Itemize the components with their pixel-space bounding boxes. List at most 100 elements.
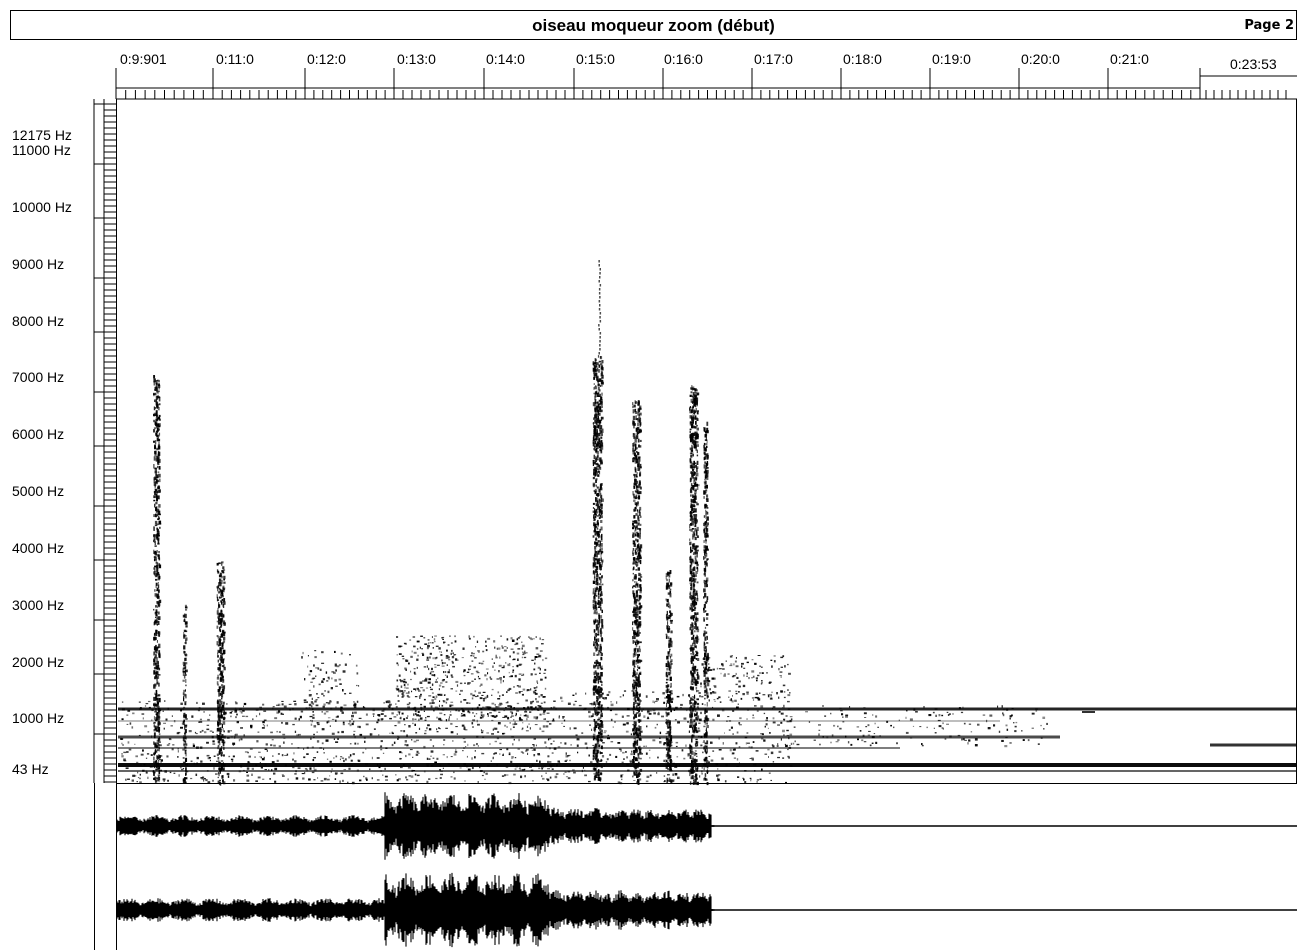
- energy-speckle: [311, 705, 313, 708]
- energy-speckle: [308, 707, 311, 709]
- syllable-streak: [595, 504, 597, 507]
- energy-speckle: [159, 744, 162, 747]
- energy-speckle: [503, 710, 506, 712]
- energy-speckle: [612, 726, 614, 728]
- syllable-streak: [185, 736, 187, 740]
- syllable-streak: [155, 690, 158, 695]
- energy-speckle: [610, 701, 612, 703]
- waveform-panel[interactable]: [116, 783, 1297, 950]
- energy-speckle: [418, 727, 421, 730]
- syllable-streak: [219, 737, 223, 741]
- energy-speckle: [510, 637, 513, 640]
- energy-speckle: [438, 704, 440, 707]
- energy-speckle: [396, 714, 398, 716]
- energy-speckle: [204, 778, 206, 780]
- syllable-streak: [158, 458, 161, 463]
- syllable-streak: [632, 520, 635, 523]
- syllable-streak: [223, 666, 226, 671]
- energy-speckle: [646, 711, 650, 714]
- syllable-streak: [634, 520, 636, 524]
- energy-speckle: [498, 711, 501, 713]
- energy-speckle: [551, 764, 555, 767]
- energy-speckle: [435, 777, 438, 780]
- energy-speckle: [805, 711, 808, 713]
- energy-speckle: [700, 711, 702, 715]
- syllable-streak: [597, 645, 599, 650]
- syllable-streak: [633, 667, 635, 672]
- syllable-streak: [594, 632, 596, 636]
- energy-speckle: [504, 715, 508, 718]
- syllable-streak: [601, 416, 604, 420]
- syllable-streak: [156, 614, 158, 619]
- syllable-streak: [155, 670, 158, 674]
- syllable-streak: [597, 463, 599, 468]
- syllable-streak: [633, 682, 636, 685]
- energy-speckle: [307, 655, 309, 657]
- energy-speckle: [309, 767, 312, 770]
- energy-speckle: [505, 702, 509, 704]
- energy-speckle: [152, 770, 155, 772]
- syllable-streak: [153, 666, 157, 670]
- syllable-streak: [633, 663, 635, 668]
- syllable-streak: [154, 638, 157, 640]
- syllable-streak: [157, 465, 159, 469]
- energy-speckle: [398, 689, 401, 693]
- energy-speckle: [525, 652, 528, 654]
- syllable-streak: [153, 732, 156, 736]
- syllable-streak: [155, 689, 158, 692]
- energy-speckle: [646, 725, 648, 728]
- syllable-streak: [632, 572, 634, 575]
- syllable-streak: [220, 686, 224, 689]
- energy-speckle: [426, 757, 429, 760]
- energy-speckle: [256, 740, 259, 743]
- energy-speckle: [487, 708, 490, 710]
- spectrogram-panel[interactable]: [116, 99, 1297, 783]
- syllable-streak: [182, 661, 185, 665]
- syllable-streak: [635, 619, 639, 623]
- syllable-streak: [158, 485, 160, 488]
- syllable-streak: [601, 533, 603, 537]
- energy-speckle: [310, 719, 312, 722]
- energy-speckle: [506, 647, 508, 649]
- syllable-streak: [599, 487, 603, 491]
- syllable-streak: [220, 700, 223, 705]
- syllable-streak: [638, 560, 640, 563]
- energy-speckle: [544, 657, 548, 660]
- energy-speckle: [649, 710, 652, 712]
- energy-speckle: [298, 733, 301, 736]
- energy-speckle: [536, 716, 539, 719]
- energy-speckle: [182, 768, 185, 769]
- syllable-streak: [158, 778, 160, 783]
- syllable-streak: [593, 610, 597, 613]
- syllable-streak: [668, 572, 670, 574]
- syllable-streak: [638, 543, 640, 547]
- syllable-streak: [156, 455, 158, 459]
- syllable-streak: [156, 694, 159, 697]
- syllable-streak: [637, 674, 640, 679]
- energy-speckle: [721, 708, 725, 712]
- syllable-streak: [636, 447, 638, 450]
- energy-speckle: [771, 691, 773, 694]
- syllable-streak: [182, 671, 185, 673]
- energy-speckle: [879, 735, 881, 737]
- energy-speckle: [454, 640, 457, 643]
- energy-speckle: [625, 751, 627, 753]
- energy-speckle: [429, 656, 431, 659]
- energy-speckle: [484, 696, 487, 700]
- energy-speckle: [311, 708, 314, 710]
- syllable-streak: [222, 679, 225, 683]
- energy-speckle: [754, 770, 756, 772]
- energy-speckle: [567, 755, 570, 757]
- energy-speckle: [480, 707, 483, 711]
- energy-speckle: [334, 663, 337, 666]
- energy-speckle: [677, 721, 680, 724]
- energy-speckle: [537, 754, 541, 756]
- energy-speckle: [780, 676, 782, 678]
- syllable-streak: [222, 728, 224, 731]
- energy-speckle: [440, 693, 443, 696]
- syllable-streak: [636, 561, 639, 567]
- syllable-streak: [669, 604, 671, 609]
- energy-speckle: [557, 760, 560, 763]
- energy-speckle: [432, 745, 435, 748]
- energy-speckle: [698, 692, 701, 694]
